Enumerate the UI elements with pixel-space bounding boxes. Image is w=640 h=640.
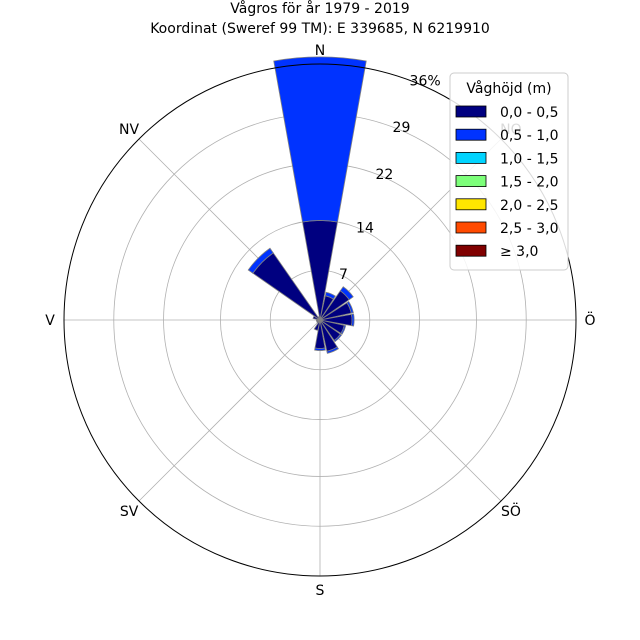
bar-segment-SÖ-1 [333,333,343,343]
legend-swatch [455,221,487,234]
chart-subtitle: Koordinat (Sweref 99 TM): E 339685, N 62… [150,21,490,37]
bar-segment-N-1 [273,56,367,223]
bar-segment-S-1 [314,347,326,351]
legend-label: 1,0 - 1,5 [500,151,558,167]
bar-segment-NNV-0 [317,316,321,321]
chart-title: Vågros för år 1979 - 2019 [230,0,409,17]
legend-swatch [455,105,487,118]
legend-swatch [455,198,487,211]
grid-spoke [138,319,321,502]
direction-label-N: N [315,43,325,59]
legend-label: ≥ 3,0 [500,244,538,260]
bar-segment-NÖ-1 [339,286,354,301]
legend-label: 2,5 - 3,0 [500,221,558,237]
bar-segment-Ö-1 [351,313,355,327]
direction-label-V: V [45,313,55,329]
radial-tick-labels: 7 14 22 29 36% [339,73,441,283]
legend-swatch [455,175,487,188]
bar-segment-NNÖ-1 [324,291,336,300]
legend: Våghöjd (m) 0,0 - 0,5 0,5 - 1,0 1,0 - 1,5 1… [449,72,569,271]
direction-label-NV: NV [119,122,139,138]
bar-segment-ÖNÖ-1 [346,301,354,314]
legend-label: 2,0 - 2,5 [500,198,558,214]
legend-title: Våghöjd (m) [466,80,551,97]
direction-label-S: S [316,583,325,599]
radial-tick-label: 22 [376,167,394,183]
legend-swatch [455,244,487,257]
legend-items: 0,0 - 0,5 0,5 - 1,0 1,0 - 1,5 1,5 - 2,0 2,0 … [455,105,558,260]
direction-label-Ö: Ö [584,311,595,329]
radial-tick-label: 14 [356,220,374,236]
bar-segment-NV-1 [247,247,274,274]
legend-frame [449,72,569,271]
bar-segment-ÖSÖ-1 [340,324,347,335]
radial-tick-label: 36% [410,73,441,89]
direction-label-SÖ: SÖ [501,502,521,520]
direction-label-SV: SV [120,504,139,520]
legend-swatch [455,151,487,164]
rose-bars [247,56,367,354]
radial-tick-label: 29 [393,120,411,136]
legend-label: 1,5 - 2,0 [500,175,558,191]
radial-tick-label: 7 [339,267,348,283]
legend-label: 0,0 - 0,5 [500,105,558,121]
polar-outer-frame [63,63,577,577]
grid-spoke [319,319,502,502]
bar-segment-SSÖ-1 [326,346,339,354]
legend-label: 0,5 - 1,0 [500,128,558,144]
legend-swatch [455,128,487,141]
